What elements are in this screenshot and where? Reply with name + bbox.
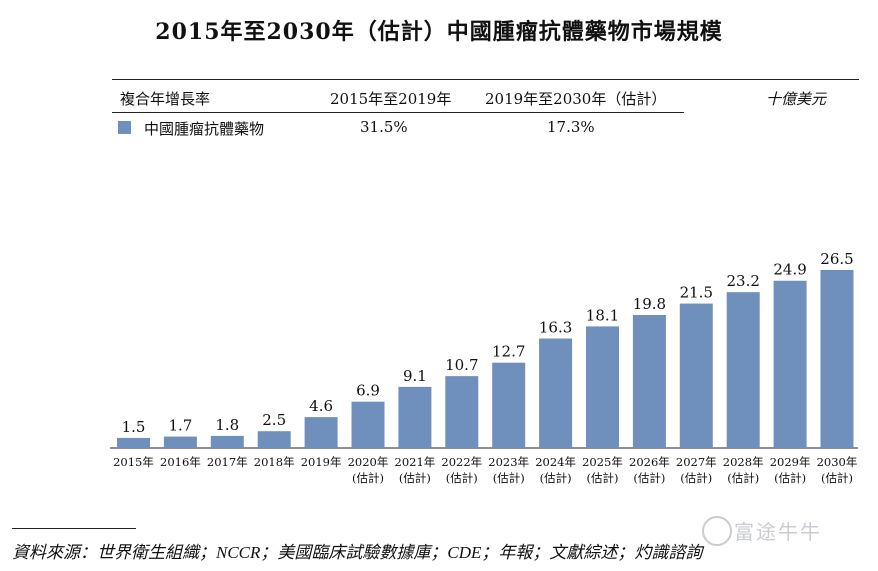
- header-period-1: 2015年至2019年: [330, 90, 452, 108]
- bar-2015年: [117, 437, 150, 448]
- bar-2017年: [210, 435, 244, 448]
- x-tick-sublabel: (估計): [633, 471, 665, 485]
- bar-2021年: [398, 386, 432, 448]
- bar-2022年: [445, 376, 479, 448]
- x-tick-label: 2028年: [723, 455, 764, 469]
- header-period-2: 2019年至2030年（估計）: [485, 90, 667, 108]
- value-label: 21.5: [680, 284, 713, 302]
- bar-chart: 1.5 2015年 1.7 2016年 1.8 2017年 2.5 2018年 4.6 2019年…: [110, 250, 858, 485]
- cagr-value-1: 31.5%: [360, 118, 408, 136]
- table-header-rule: [112, 112, 684, 113]
- x-tick-sublabel: (估計): [446, 471, 478, 485]
- x-tick-sublabel: (估計): [774, 471, 806, 485]
- x-tick-label: 2027年: [676, 455, 717, 469]
- value-label: 24.9: [773, 261, 806, 279]
- x-tick-sublabel: (估計): [399, 471, 431, 485]
- source-note: 資料來源：世界衛生組織；NCCR；美國臨床試驗數據庫；CDE；年報；文獻綜述；灼…: [12, 543, 703, 562]
- value-label: 23.2: [726, 272, 759, 290]
- header-cagr: 複合年增長率: [120, 90, 211, 108]
- x-tick-label: 2015年: [113, 455, 154, 469]
- bar-2023年: [492, 362, 526, 448]
- cagr-value-2: 17.3%: [547, 118, 595, 136]
- value-label: 1.5: [122, 418, 146, 436]
- bar-2019年: [304, 417, 338, 448]
- value-label: 10.7: [445, 356, 478, 374]
- x-tick-sublabel: (估計): [352, 471, 384, 485]
- chart-title: 2015年至2030年（估計）中國腫瘤抗體藥物市場規模: [155, 19, 723, 45]
- bar-2030年: [820, 270, 854, 448]
- bar-2027年: [679, 303, 713, 448]
- bar-2016年: [163, 436, 197, 448]
- value-label: 4.6: [309, 397, 333, 415]
- x-tick-label: 2017年: [207, 455, 248, 469]
- x-tick-label: 2025年: [582, 455, 623, 469]
- x-tick-sublabel: (估計): [493, 471, 525, 485]
- x-tick-sublabel: (估計): [727, 471, 759, 485]
- x-tick-label: 2024年: [535, 455, 576, 469]
- source-rule: [12, 528, 136, 529]
- table-top-rule: [112, 79, 859, 80]
- value-label: 26.5: [820, 250, 853, 268]
- x-tick-label: 2021年: [395, 455, 436, 469]
- header-unit: 十億美元: [766, 90, 827, 108]
- bar-2029年: [773, 280, 807, 448]
- value-label: 9.1: [403, 367, 427, 385]
- bar-2025年: [586, 326, 619, 448]
- x-tick-label: 2022年: [441, 455, 482, 469]
- bar-2020年: [351, 401, 385, 448]
- value-label: 18.1: [586, 306, 619, 324]
- bar-2026年: [632, 315, 666, 448]
- x-tick-label: 2016年: [160, 455, 201, 469]
- value-label: 1.8: [215, 416, 239, 434]
- x-tick-label: 2029年: [770, 455, 811, 469]
- x-tick-sublabel: (估計): [540, 471, 572, 485]
- legend-label: 中國腫瘤抗體藥物: [144, 120, 265, 138]
- bar-2028年: [726, 292, 760, 448]
- value-label: 12.7: [492, 343, 525, 361]
- watermark-logo-icon: [702, 516, 732, 546]
- x-tick-sublabel: (估計): [821, 471, 853, 485]
- x-tick-label: 2030年: [817, 455, 858, 469]
- value-label: 1.7: [168, 417, 192, 435]
- value-label: 16.3: [539, 319, 572, 337]
- x-tick-label: 2026年: [629, 455, 670, 469]
- x-tick-label: 2019年: [301, 455, 342, 469]
- legend-swatch: [118, 121, 131, 134]
- value-label: 19.8: [633, 295, 666, 313]
- x-tick-sublabel: (估計): [587, 471, 619, 485]
- bar-2024年: [539, 338, 573, 448]
- watermark-text: 富途牛牛: [734, 520, 822, 544]
- x-tick-label: 2023年: [488, 455, 529, 469]
- value-label: 6.9: [356, 382, 380, 400]
- value-label: 2.5: [262, 411, 286, 429]
- x-tick-label: 2020年: [348, 455, 389, 469]
- x-tick-label: 2018年: [254, 455, 295, 469]
- bar-2018年: [257, 431, 291, 448]
- x-tick-sublabel: (估計): [680, 471, 712, 485]
